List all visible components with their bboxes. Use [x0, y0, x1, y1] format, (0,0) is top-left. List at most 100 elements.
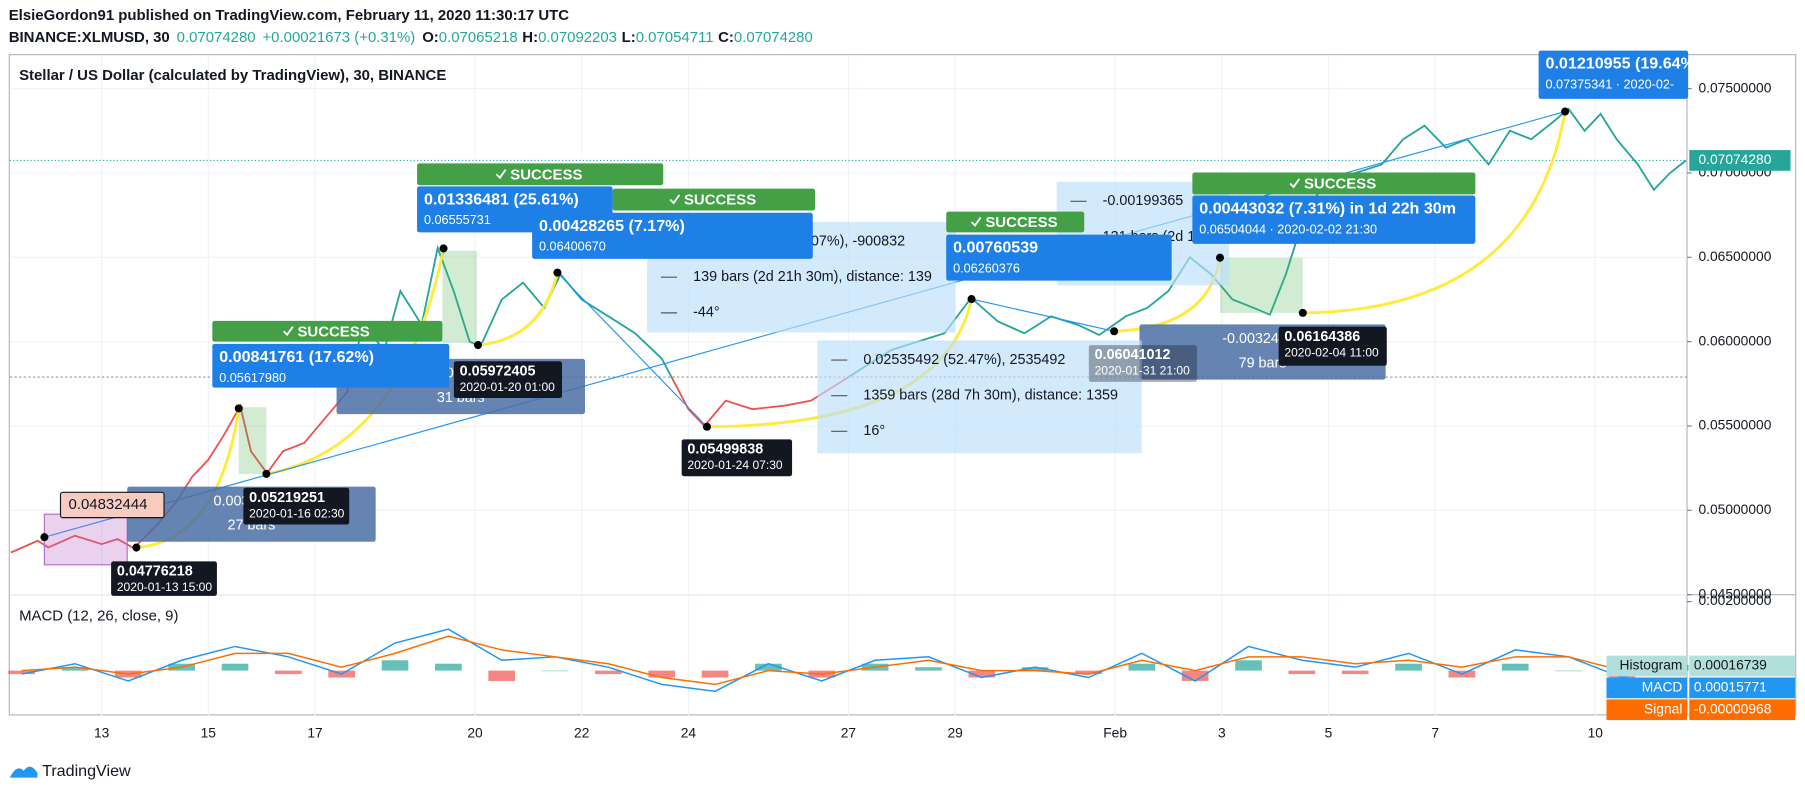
anchor-point: [439, 244, 448, 253]
legend-value: 0.00015771: [1694, 680, 1767, 695]
annotation: SUCCESS: [946, 211, 1085, 233]
label-text: 0.00428265 (7.17%): [539, 217, 685, 235]
close: 0.07074280: [734, 29, 813, 46]
legend-value: -0.00000968: [1694, 701, 1772, 716]
y-tick-label: 0.07500000: [1699, 80, 1772, 95]
histogram-bar: [755, 663, 782, 671]
label-text: 0.01336481 (25.61%): [424, 190, 579, 208]
check-icon: [669, 194, 681, 205]
pane-title: Stellar / US Dollar (calculated by Tradi…: [19, 67, 446, 84]
measure-text: 139 bars (2d 21h 30m), distance: 139: [693, 269, 932, 285]
label-text: 0.00443032 (7.31%) in 1d 22h 30m: [1199, 200, 1456, 218]
label-text: 0.05499838: [687, 442, 763, 458]
legend-name: Histogram: [1620, 658, 1683, 673]
label-text: 0.06041012: [1095, 347, 1171, 363]
publisher-line: ElsieGordon91 published on TradingView.c…: [9, 7, 570, 24]
histogram-bar: [541, 670, 569, 672]
x-tick-label: 13: [94, 726, 110, 741]
label-text: 2020-01-24 07:30: [687, 458, 783, 472]
anchor-point: [702, 422, 711, 431]
annotation: SUCCESS: [212, 320, 443, 342]
label-text: 0.06260376: [953, 262, 1020, 276]
success-box: [1192, 172, 1476, 195]
y-tick-label: 0.00200000: [1699, 593, 1772, 608]
check-icon: [282, 326, 294, 337]
label-box: [1278, 326, 1387, 366]
legend-value: 0.00016739: [1694, 658, 1767, 673]
anchor-point: [262, 469, 271, 478]
histogram-bar: [595, 670, 622, 675]
high: 0.07092203: [538, 29, 617, 46]
legend-box: [1689, 655, 1796, 677]
axes: Stellar / US Dollar (calculated by Tradi…: [19, 67, 1796, 741]
annotation: 0.00760539 0.06260376: [946, 234, 1172, 281]
label-box: [243, 487, 350, 525]
histogram-bar: [968, 670, 996, 678]
close-label: C:: [718, 29, 734, 46]
check-icon: [970, 216, 982, 227]
anchor-point: [234, 404, 243, 413]
check-icon: [495, 169, 507, 180]
histogram-bar: [8, 670, 35, 675]
x-tick-label: 24: [681, 726, 697, 741]
x-tick-label: Feb: [1103, 726, 1127, 741]
label-text: 0.05617980: [219, 371, 286, 385]
logo: TradingView: [9, 762, 131, 780]
pane-title: MACD (12, 26, close, 9): [19, 608, 178, 625]
success-text: SUCCESS: [684, 192, 756, 209]
histogram-bar: [1341, 670, 1369, 675]
anchor-point: [1298, 308, 1307, 317]
annotation: 0.00443032 (7.31%) in 1d 22h 30m 0.065040…: [1192, 195, 1476, 244]
label-text: 2020-01-13 15:00: [117, 580, 213, 594]
range-box: [43, 513, 128, 566]
legend-name: Signal: [1644, 701, 1682, 716]
histogram-bar: [1128, 663, 1156, 671]
label-text: 0.05219251: [249, 490, 325, 506]
label-text: 0.06164386: [1284, 329, 1360, 345]
success-box: [212, 320, 443, 342]
anchor-point: [967, 295, 976, 304]
last-price-label: 0.07074280: [1699, 152, 1772, 167]
label-box: [453, 361, 563, 398]
last: 0.07074280: [177, 29, 256, 46]
label-text: 0.04832444: [69, 496, 148, 513]
y-tick-label: 0.05500000: [1699, 418, 1772, 433]
label-text: 2020-01-16 02:30: [249, 506, 345, 520]
legend-box: [1606, 699, 1687, 721]
label-box: [946, 234, 1172, 281]
range-box: [1219, 257, 1303, 313]
open: 0.07065218: [439, 29, 518, 46]
x-tick-label: 5: [1325, 726, 1333, 741]
symbol: BINANCE:XLMUSD, 30: [9, 29, 170, 46]
logo-icon: [9, 766, 38, 778]
anchor-point: [40, 533, 49, 542]
histogram-bar: [221, 663, 249, 671]
annotation: 0.01210955 (19.64%) 0.07375341 · 2020-02-: [1538, 50, 1700, 99]
x-tick-label: 3: [1218, 726, 1226, 741]
x-tick-label: 22: [574, 726, 589, 741]
measure-text: 1359 bars (28d 7h 30m), distance: 1359: [863, 387, 1118, 403]
annotation: 0.00841761 (17.62%) 0.05617980: [212, 343, 450, 388]
histogram-bar: [1501, 663, 1529, 671]
anchor-point: [1110, 327, 1119, 336]
label-text: 0.07375341 · 2020-02-: [1546, 77, 1675, 91]
success-box: [417, 163, 664, 186]
label-box: [1538, 50, 1689, 99]
histogram-bar: [701, 670, 729, 678]
measure-text: 16°: [863, 423, 885, 439]
success-box: [946, 211, 1085, 233]
histogram-bar: [381, 660, 409, 671]
label-box: [1088, 345, 1197, 382]
measure-text: -0.00199365: [1103, 193, 1184, 209]
legend-box: [1689, 699, 1796, 721]
histogram-bar: [915, 667, 942, 671]
x-tick-label: 27: [841, 726, 856, 741]
measure-text: 0.02535492 (52.47%), 2535492: [863, 352, 1065, 368]
anchor-point: [132, 543, 141, 552]
histogram-bar: [1235, 660, 1262, 671]
range-text: 79 bars: [1239, 355, 1287, 371]
success-text: SUCCESS: [1304, 176, 1376, 193]
